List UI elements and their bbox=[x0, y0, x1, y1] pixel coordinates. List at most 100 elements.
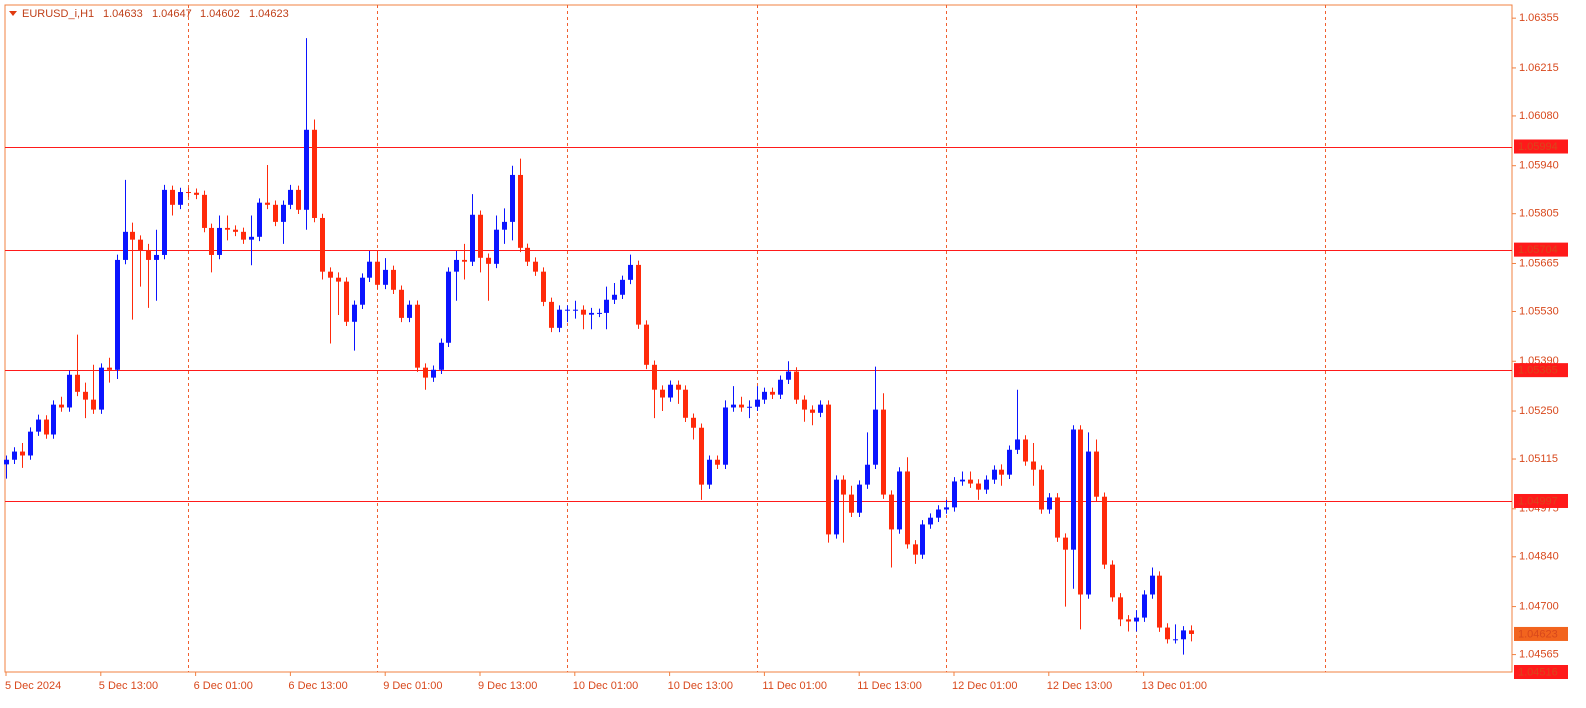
candle-body bbox=[676, 384, 681, 390]
candle-body bbox=[67, 374, 72, 408]
y-tick-label: 1.05115 bbox=[1519, 453, 1558, 465]
candle-body bbox=[51, 404, 56, 435]
candle-body bbox=[281, 204, 286, 222]
candle-body bbox=[1157, 575, 1162, 628]
x-tick-label: 9 Dec 13:00 bbox=[478, 680, 537, 692]
candle-body bbox=[312, 129, 317, 218]
candle-body bbox=[115, 259, 120, 370]
candle-body bbox=[241, 231, 246, 240]
candle-body bbox=[715, 459, 720, 465]
candle-body bbox=[1071, 429, 1076, 550]
y-tick-label: 1.04975 bbox=[1519, 503, 1559, 515]
candle-body bbox=[802, 399, 807, 410]
level-label-bg bbox=[1514, 242, 1568, 257]
candle-body bbox=[636, 264, 641, 325]
candle-body bbox=[952, 481, 957, 508]
y-tick-label: 1.05250 bbox=[1519, 405, 1559, 417]
candle-body bbox=[1031, 461, 1036, 470]
y-tick-label: 1.06355 bbox=[1519, 12, 1559, 24]
candle-body bbox=[1102, 496, 1107, 565]
candle-body bbox=[913, 544, 918, 555]
y-tick-label: 1.05805 bbox=[1519, 208, 1559, 220]
candle-body bbox=[865, 464, 870, 485]
candle-body bbox=[225, 227, 230, 230]
collapse-icon[interactable] bbox=[9, 11, 17, 16]
level-label-bg bbox=[1514, 363, 1568, 378]
y-tick-label: 1.04700 bbox=[1519, 600, 1559, 612]
candle-body bbox=[138, 239, 143, 250]
candle-body bbox=[59, 404, 64, 408]
x-tick-label: 11 Dec 01:00 bbox=[762, 680, 827, 692]
candle-body bbox=[12, 451, 17, 460]
candle-body bbox=[565, 309, 570, 311]
candle-body bbox=[881, 409, 886, 495]
symbol-title: EURUSD_i,H1 bbox=[22, 8, 94, 20]
bottom-price-label-bg bbox=[1514, 665, 1568, 679]
current-price-label: 1.04623 bbox=[1518, 628, 1558, 640]
x-tick-label: 11 Dec 13:00 bbox=[857, 680, 922, 692]
candle-body bbox=[1007, 449, 1012, 475]
candle-body bbox=[944, 507, 949, 510]
candle-body bbox=[423, 367, 428, 378]
candle-body bbox=[747, 406, 752, 408]
header-high: 1.04647 bbox=[152, 8, 192, 20]
candle-body bbox=[818, 404, 823, 413]
x-tick-label: 6 Dec 01:00 bbox=[194, 680, 253, 692]
candle-body bbox=[130, 231, 135, 240]
candle-body bbox=[533, 261, 538, 272]
candle-body bbox=[375, 261, 380, 285]
candle-body bbox=[75, 374, 80, 392]
candle-body bbox=[968, 479, 973, 484]
candle-body bbox=[612, 294, 617, 300]
candle-body bbox=[478, 214, 483, 258]
candle-body bbox=[525, 247, 530, 262]
candle-body bbox=[4, 459, 9, 465]
candle-body bbox=[36, 419, 41, 432]
candle-body bbox=[217, 227, 222, 255]
candle-body bbox=[849, 494, 854, 513]
candle-body bbox=[1110, 564, 1115, 598]
candle-body bbox=[691, 417, 696, 428]
candle-body bbox=[367, 261, 372, 278]
candle-body bbox=[1078, 429, 1083, 595]
candle-body bbox=[723, 407, 728, 465]
x-tick-label: 10 Dec 13:00 bbox=[668, 680, 733, 692]
y-tick-label: 1.05530 bbox=[1519, 305, 1559, 317]
candle-body bbox=[209, 227, 214, 255]
candle-body bbox=[928, 517, 933, 525]
candle-body bbox=[91, 399, 96, 410]
candle-body bbox=[731, 404, 736, 408]
candle-body bbox=[557, 309, 562, 328]
candle-body bbox=[707, 459, 712, 485]
candle-body bbox=[841, 479, 846, 495]
candle-body bbox=[320, 217, 325, 272]
candle-body bbox=[162, 189, 167, 255]
candle-body bbox=[652, 364, 657, 390]
candle-body bbox=[288, 189, 293, 205]
x-tick-label: 6 Dec 13:00 bbox=[288, 680, 347, 692]
candle-body bbox=[778, 379, 783, 395]
candle-body bbox=[273, 204, 278, 222]
candle-body bbox=[992, 469, 997, 480]
level-label: 1.05994 bbox=[1518, 141, 1558, 153]
candle-body bbox=[984, 479, 989, 490]
candle-body bbox=[660, 389, 665, 398]
candle-body bbox=[470, 214, 475, 262]
candle-body bbox=[873, 409, 878, 465]
header-open: 1.04633 bbox=[103, 8, 143, 20]
candle-body bbox=[699, 427, 704, 485]
x-tick-label: 10 Dec 01:00 bbox=[573, 680, 638, 692]
level-label-bg bbox=[1514, 493, 1568, 508]
candle-body bbox=[683, 389, 688, 418]
candle-body bbox=[518, 174, 523, 248]
candle-body bbox=[1015, 439, 1020, 450]
y-tick-label: 1.04840 bbox=[1519, 551, 1559, 563]
x-tick-label: 12 Dec 13:00 bbox=[1047, 680, 1112, 692]
candle-body bbox=[1173, 639, 1178, 641]
bottom-price-label: 1.04516 bbox=[1518, 666, 1558, 678]
candle-body bbox=[905, 471, 910, 545]
candle-body bbox=[770, 391, 775, 395]
candle-body bbox=[762, 391, 767, 400]
